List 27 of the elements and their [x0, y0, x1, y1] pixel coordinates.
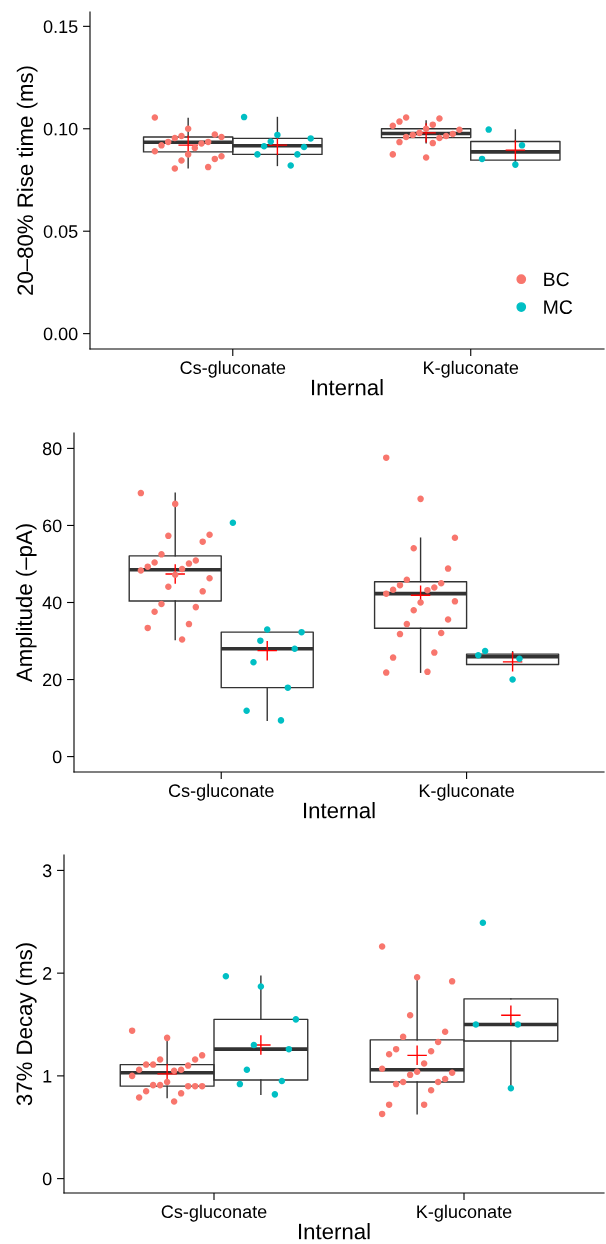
y-tick-label: 3	[42, 864, 52, 878]
y-tick-label: 40	[42, 596, 62, 610]
legend-label: BC	[544, 272, 569, 287]
y-tick-label: 0.10	[43, 122, 78, 136]
x-tick-label: Cs-gluconate	[168, 783, 274, 801]
legend-label: MC	[544, 300, 573, 315]
y-tick-label: 0.00	[43, 327, 78, 341]
y-axis-title: Amplitude (–pA)	[15, 524, 37, 683]
x-axis-title: Internal	[311, 379, 383, 396]
x-axis-title: Internal	[298, 1223, 370, 1240]
x-axis-title: Internal	[303, 802, 375, 819]
x-tick-label: Cs-gluconate	[180, 360, 286, 378]
y-axis-title: 37% Decay (ms)	[15, 943, 37, 1106]
y-tick-label: 80	[42, 442, 62, 456]
y-tick-label: 2	[43, 967, 52, 980]
x-tick-label: K-gluconate	[417, 1204, 512, 1222]
y-tick-label: 0.05	[43, 225, 78, 238]
x-tick-label: Cs-gluconate	[161, 1204, 267, 1222]
x-tick-label: K-gluconate	[419, 783, 514, 801]
y-axis-title: 20–80% Rise time (ms)	[16, 66, 38, 295]
y-tick-label: 1	[43, 1070, 52, 1083]
x-tick-label: K-gluconate	[424, 360, 519, 378]
y-tick-label: 0	[52, 750, 62, 764]
y-tick-label: 60	[43, 519, 62, 533]
y-tick-label: 20	[43, 673, 62, 687]
y-tick-label: 0	[42, 1172, 52, 1186]
y-tick-label: 0.15	[43, 20, 78, 34]
